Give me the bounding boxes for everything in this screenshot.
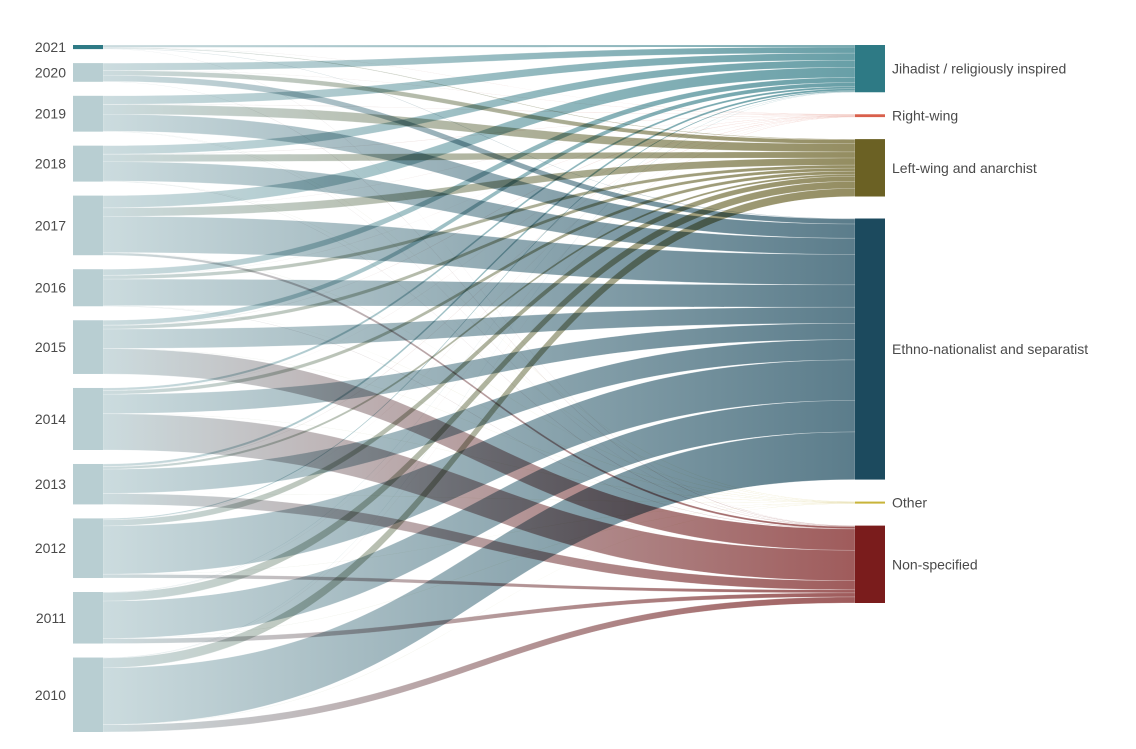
link-2010-other xyxy=(102,503,856,725)
source-node-2019[interactable] xyxy=(73,95,103,132)
source-node-2010[interactable] xyxy=(73,657,103,732)
source-label-2017: 2017 xyxy=(35,217,66,233)
target-label-leftwing: Left-wing and anarchist xyxy=(892,160,1037,176)
source-node-2021[interactable] xyxy=(73,45,103,50)
source-label-2020: 2020 xyxy=(35,64,66,80)
link-2010-leftwing xyxy=(102,188,856,669)
link-2010-rightwing xyxy=(102,116,856,659)
source-node-2013[interactable] xyxy=(73,463,103,505)
target-node-jihadist[interactable] xyxy=(855,45,885,93)
labels-layer: 2021 2020 2019 2018 2017 2016 2015 2014 2013 2012… xyxy=(35,39,1088,703)
target-node-leftwing[interactable] xyxy=(855,139,885,197)
source-label-2014: 2014 xyxy=(35,411,66,427)
source-node-2012[interactable] xyxy=(73,518,103,579)
target-label-jihadist: Jihadist / religiously inspired xyxy=(892,61,1066,77)
source-label-2019: 2019 xyxy=(35,106,66,122)
source-label-2013: 2013 xyxy=(35,476,66,492)
target-node-nonspec[interactable] xyxy=(855,525,885,603)
target-label-rightwing: Right-wing xyxy=(892,108,958,124)
source-node-2014[interactable] xyxy=(73,387,103,450)
source-label-2018: 2018 xyxy=(35,156,66,172)
target-label-nonspec: Non-specified xyxy=(892,556,978,572)
source-node-2011[interactable] xyxy=(73,592,103,644)
source-node-2017[interactable] xyxy=(73,195,103,256)
source-label-2015: 2015 xyxy=(35,339,66,355)
target-label-ethno: Ethno-nationalist and separatist xyxy=(892,341,1088,357)
source-label-2012: 2012 xyxy=(35,540,66,556)
target-label-other: Other xyxy=(892,495,927,511)
nodes-layer xyxy=(73,45,885,732)
source-label-2011: 2011 xyxy=(36,610,66,626)
target-node-ethno[interactable] xyxy=(855,218,885,480)
source-label-2010: 2010 xyxy=(35,687,66,703)
target-node-rightwing[interactable] xyxy=(855,114,885,118)
source-node-2020[interactable] xyxy=(73,63,103,82)
source-label-2021: 2021 xyxy=(35,39,66,55)
source-node-2016[interactable] xyxy=(73,269,103,307)
link-2021-jihadist xyxy=(102,44,856,48)
source-node-2018[interactable] xyxy=(73,145,103,182)
links-layer xyxy=(102,44,856,733)
source-node-2015[interactable] xyxy=(73,320,103,374)
source-label-2016: 2016 xyxy=(35,280,66,296)
target-node-other[interactable] xyxy=(855,501,885,504)
link-2010-jihadist xyxy=(102,91,856,659)
